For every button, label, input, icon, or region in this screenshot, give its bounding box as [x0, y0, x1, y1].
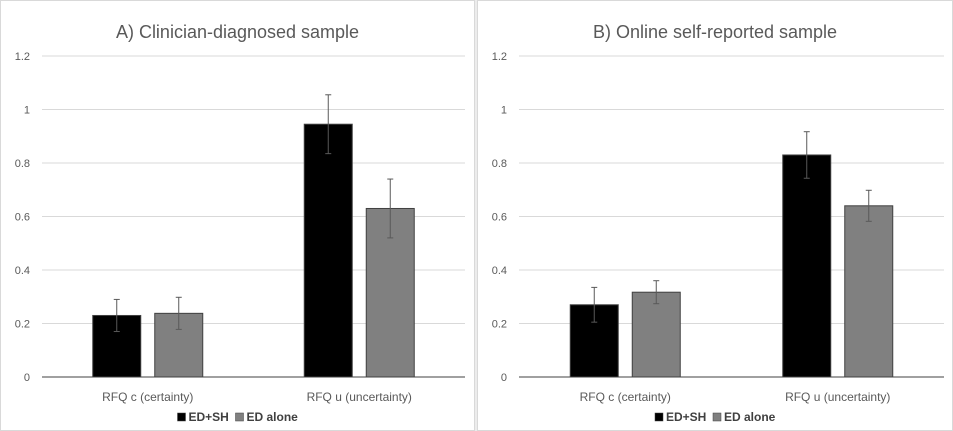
y-tick-label: 1	[24, 105, 30, 117]
y-tick-label: 0	[501, 372, 507, 384]
y-tick-label: 1	[501, 105, 507, 117]
y-tick-label: 0.2	[15, 319, 30, 331]
legend-swatch	[654, 412, 664, 422]
chart-title: B) Online self-reported sample	[593, 22, 837, 42]
legend-label: ED alone	[247, 410, 299, 424]
y-tick-label: 0.2	[492, 319, 507, 331]
y-tick-label: 0.6	[492, 212, 507, 224]
legend-swatch	[712, 412, 722, 422]
y-tick-label: 1.2	[15, 51, 30, 63]
x-tick-label: RFQ c (certainty)	[102, 390, 193, 404]
legend-label: ED alone	[724, 410, 776, 424]
bar	[782, 154, 832, 378]
y-tick-label: 0.4	[15, 265, 30, 277]
y-tick-label: 0.6	[15, 212, 30, 224]
x-tick-label: RFQ u (uncertainty)	[307, 390, 412, 404]
y-tick-label: 0.8	[492, 158, 507, 170]
legend-label: ED+SH	[189, 410, 229, 424]
bar	[92, 314, 142, 378]
bar	[844, 205, 894, 378]
legend-label: ED+SH	[666, 410, 706, 424]
bar	[303, 123, 353, 378]
chart-title: A) Clinician-diagnosed sample	[116, 22, 359, 42]
x-tick-label: RFQ u (uncertainty)	[785, 390, 890, 404]
x-tick-label: RFQ c (certainty)	[580, 390, 671, 404]
legend-swatch	[177, 412, 186, 422]
chart-panel-b: B) Online self-reported sample 0 0.2 0.4 0.6…	[477, 0, 953, 431]
bar	[631, 291, 681, 378]
y-tick-label: 0.4	[492, 265, 507, 277]
y-tick-label: 0	[24, 372, 30, 384]
y-tick-label: 0.8	[15, 158, 30, 170]
legend-swatch	[235, 412, 244, 422]
chart-panel-a: A) Clinician-diagnosed sample 0 0.2 0.4 0.6 0…	[0, 0, 475, 431]
y-tick-label: 1.2	[492, 51, 507, 63]
